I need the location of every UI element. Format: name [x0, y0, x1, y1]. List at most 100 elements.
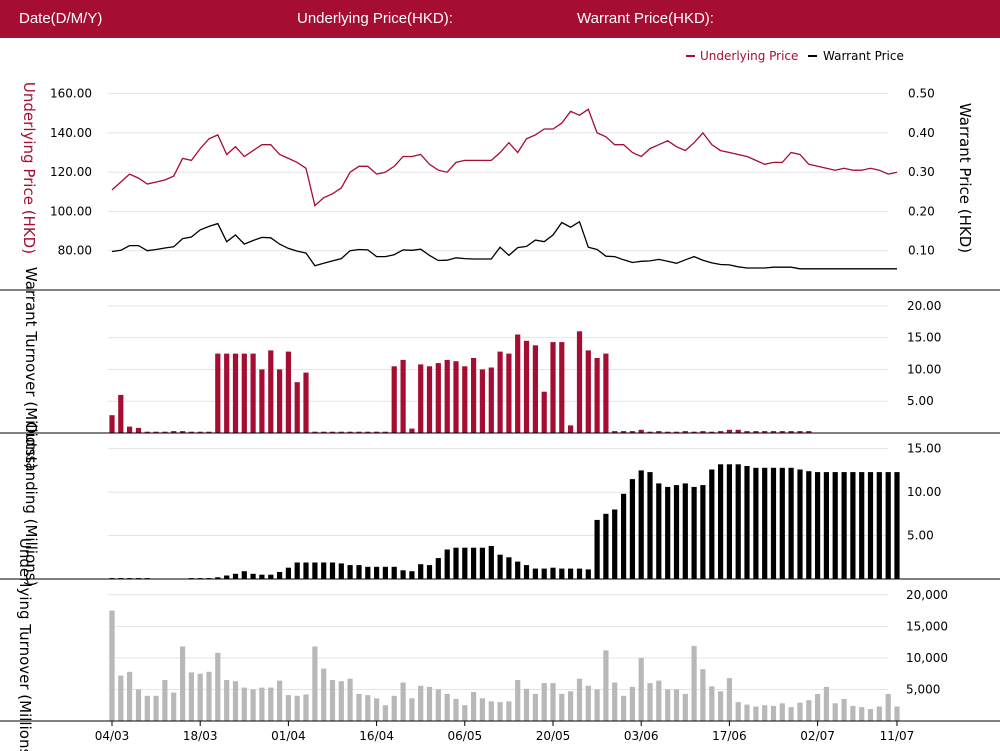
bar: [594, 689, 600, 721]
bar: [382, 566, 388, 579]
x-tick-label: 20/05: [536, 729, 571, 743]
bar: [718, 431, 724, 433]
bar: [797, 431, 803, 433]
bar: [726, 464, 732, 579]
bar: [259, 369, 265, 433]
bar: [453, 698, 459, 721]
bar: [497, 351, 503, 433]
bar: [638, 470, 644, 579]
y-axis-title: Warrant Turnover (Millions): [22, 267, 40, 469]
bar: [241, 687, 247, 721]
bar: [153, 695, 159, 721]
bar: [285, 567, 291, 579]
bar: [691, 645, 697, 721]
y-tick-label: 5.00: [907, 529, 934, 543]
bar: [312, 562, 318, 579]
bar: [435, 363, 441, 433]
legend-underlying: Underlying Price: [700, 49, 798, 63]
bar: [162, 680, 168, 721]
bar: [180, 431, 186, 433]
bar: [515, 561, 521, 579]
bar: [709, 686, 715, 721]
x-tick-label: 03/06: [624, 729, 659, 743]
bar: [621, 431, 627, 433]
bar: [585, 350, 591, 433]
bar: [629, 479, 635, 579]
bar: [400, 570, 406, 579]
bar: [823, 472, 829, 579]
bar: [612, 682, 618, 721]
bar: [506, 353, 512, 433]
bar: [479, 547, 485, 579]
bar: [356, 565, 362, 579]
bar: [806, 431, 812, 433]
bar: [365, 431, 371, 433]
x-tick-label: 04/03: [95, 729, 130, 743]
bar: [532, 345, 538, 433]
y-tick-label-left: 80.00: [58, 244, 92, 258]
warrant-charts: 80.00 0.10 100.00 0.20 120.00 0.30 140.00 0.40 1…: [0, 49, 1000, 751]
bar: [453, 547, 459, 579]
y-tick-label-right: 0.40: [908, 126, 935, 140]
bar: [523, 340, 530, 433]
bar: [673, 431, 680, 433]
bar: [400, 359, 406, 433]
bar: [700, 485, 706, 579]
bar: [665, 689, 671, 721]
bar: [673, 485, 680, 579]
bar: [312, 646, 318, 721]
bar: [391, 366, 397, 433]
y-tick-label: 10,000: [906, 651, 948, 665]
bar: [241, 571, 247, 579]
bar: [224, 353, 230, 433]
bar: [506, 701, 512, 721]
bar: [356, 693, 362, 721]
bar: [638, 657, 644, 721]
bar: [277, 680, 283, 721]
y-axis-title-right: Warrant Price (HKD): [956, 103, 974, 253]
bar: [259, 687, 265, 721]
bar: [374, 698, 380, 721]
bar: [329, 431, 336, 433]
bar: [171, 431, 177, 433]
bar: [673, 689, 680, 721]
bar: [127, 426, 133, 433]
bar: [109, 415, 115, 433]
bar: [832, 703, 838, 721]
bar: [788, 467, 794, 579]
y-tick-label: 10.00: [907, 362, 941, 376]
y-axis-title-left: Underlying Price (HKD): [20, 82, 38, 254]
bar: [541, 683, 547, 721]
bar: [135, 689, 142, 721]
bar: [127, 671, 133, 721]
bar: [250, 689, 256, 721]
bar: [815, 693, 821, 721]
y-tick-label-left: 140.00: [50, 126, 92, 140]
bar: [224, 575, 230, 579]
x-tick-label: 16/04: [359, 729, 394, 743]
bar: [523, 565, 530, 579]
bar: [197, 673, 203, 721]
bar: [885, 472, 891, 579]
bar: [691, 431, 697, 433]
bar: [268, 687, 274, 721]
bar: [621, 695, 627, 721]
bar: [285, 695, 291, 721]
bar: [153, 431, 159, 433]
bar: [568, 425, 574, 433]
bar: [277, 369, 283, 433]
bar: [118, 394, 124, 433]
bar: [268, 350, 274, 433]
y-tick-label: 10.00: [907, 485, 941, 499]
bar: [444, 359, 450, 433]
y-tick-label: 20.00: [907, 299, 941, 313]
bar: [718, 464, 724, 579]
bar: [250, 573, 256, 579]
bar: [329, 680, 336, 721]
bar: [867, 709, 874, 721]
bar: [753, 431, 759, 433]
bar: [532, 693, 538, 721]
bar: [797, 469, 803, 579]
bar: [568, 691, 574, 721]
y-tick-label: 15.00: [907, 331, 941, 345]
